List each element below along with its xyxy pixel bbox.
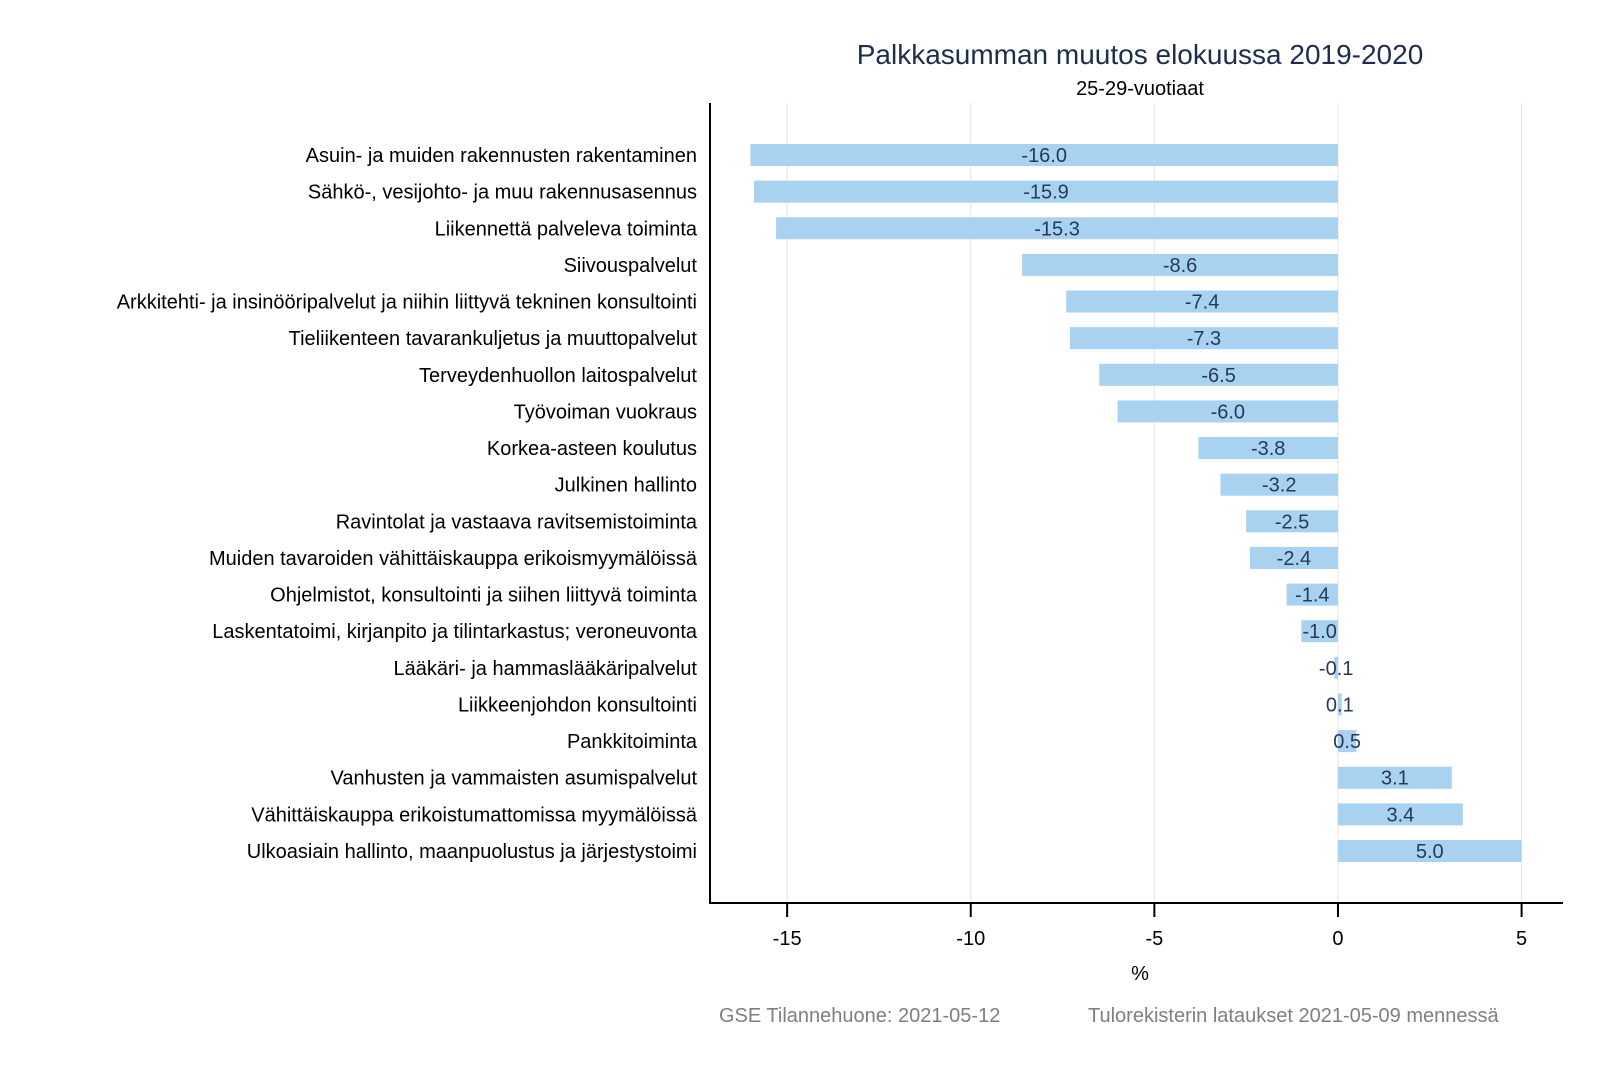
data-label: -7.4 [1185, 292, 1219, 314]
data-label: -7.3 [1187, 328, 1221, 350]
category-label: Ravintolat ja vastaava ravitsemistoimint… [336, 511, 698, 533]
category-label: Ulkoasiain hallinto, maanpuolustus ja jä… [247, 841, 697, 863]
category-label: Työvoiman vuokraus [514, 401, 697, 423]
data-label: 5.0 [1416, 841, 1444, 863]
footer-note: Tulorekisterin lataukset 2021-05-09 menn… [1088, 1005, 1499, 1027]
x-tick-label: -5 [1145, 928, 1163, 950]
category-label: Terveydenhuollon laitospalvelut [419, 365, 697, 387]
category-labels: Asuin- ja muiden rakennusten rakentamine… [117, 145, 698, 863]
bars [750, 144, 1522, 862]
category-label: Korkea-asteen koulutus [487, 438, 697, 460]
data-label: 0.5 [1333, 731, 1361, 753]
data-label: -3.8 [1251, 438, 1285, 460]
bar [1337, 766, 1452, 789]
x-tick-label: 5 [1516, 928, 1527, 950]
category-label: Pankkitoiminta [567, 731, 698, 753]
data-label: 0.1 [1326, 694, 1354, 716]
bar [1066, 290, 1338, 313]
chart-title: Palkkasumman muutos elokuussa 2019-2020 [857, 39, 1424, 70]
category-label: Ohjelmistot, konsultointi ja siihen liit… [270, 585, 698, 607]
bar [1022, 253, 1338, 276]
bar [1220, 473, 1338, 496]
data-labels: -16.0 -15.9 -15.3 -8.6 -7.4 -7.3 -6.5 -6.0 -3.8 -… [1021, 145, 1443, 863]
category-label: Siivouspalvelut [564, 255, 698, 277]
data-label: -16.0 [1021, 145, 1067, 167]
x-axis-ticks: -15 -10 -5 0 5 [773, 903, 1527, 950]
bar [1099, 363, 1338, 386]
x-tick-label: 0 [1332, 928, 1343, 950]
bar [1301, 620, 1338, 643]
category-label: Vanhusten ja vammaisten asumispalvelut [331, 768, 698, 790]
category-label: Asuin- ja muiden rakennusten rakentamine… [306, 145, 697, 167]
category-label: Liikkeenjohdon konsultointi [458, 694, 697, 716]
bar [1249, 546, 1338, 569]
bar [1069, 327, 1338, 350]
bar [1246, 510, 1338, 533]
data-label: -2.5 [1275, 511, 1309, 533]
data-label: -2.4 [1277, 548, 1311, 570]
data-label: -0.1 [1319, 658, 1353, 680]
data-label: -6.5 [1201, 365, 1235, 387]
data-label: 3.1 [1381, 768, 1409, 790]
data-label: -15.3 [1034, 218, 1080, 240]
x-tick-label: -10 [956, 928, 985, 950]
bar [1337, 840, 1522, 862]
data-label: -15.9 [1023, 182, 1069, 204]
bar [1198, 437, 1338, 460]
data-label: 3.4 [1387, 804, 1415, 826]
bar [750, 144, 1338, 166]
bar [754, 180, 1338, 203]
bar [1337, 730, 1357, 753]
chart-subtitle: 25-29-vuotiaat [1076, 78, 1204, 100]
x-axis-label: % [1131, 963, 1149, 985]
category-label: Vähittäiskauppa erikoistumattomissa myym… [251, 804, 698, 826]
category-label: Lääkäri- ja hammaslääkäripalvelut [394, 658, 698, 680]
x-tick-label: -15 [773, 928, 802, 950]
data-label: -8.6 [1163, 255, 1197, 277]
bar [1117, 400, 1338, 423]
category-label: Arkkitehti- ja insinööripalvelut ja niih… [117, 292, 697, 314]
data-label: -3.2 [1262, 475, 1296, 497]
bar [1286, 583, 1338, 606]
data-label: -1.0 [1302, 621, 1336, 643]
category-label: Muiden tavaroiden vähittäiskauppa erikoi… [209, 548, 698, 570]
category-label: Laskentatoimi, kirjanpito ja tilintarkas… [212, 621, 698, 643]
bar [1337, 693, 1342, 716]
category-label: Liikennettä palveleva toiminta [435, 218, 698, 240]
category-label: Sähkö-, vesijohto- ja muu rakennusasennu… [308, 182, 697, 204]
category-label: Tieliikenteen tavarankuljetus ja muuttop… [289, 328, 698, 350]
bar [776, 217, 1338, 240]
category-label: Julkinen hallinto [555, 475, 697, 497]
footer-source: GSE Tilannehuone: 2021-05-12 [719, 1005, 1000, 1027]
bar [1334, 656, 1338, 679]
data-label: -6.0 [1211, 401, 1245, 423]
bar [1337, 803, 1463, 826]
data-label: -1.4 [1295, 585, 1329, 607]
